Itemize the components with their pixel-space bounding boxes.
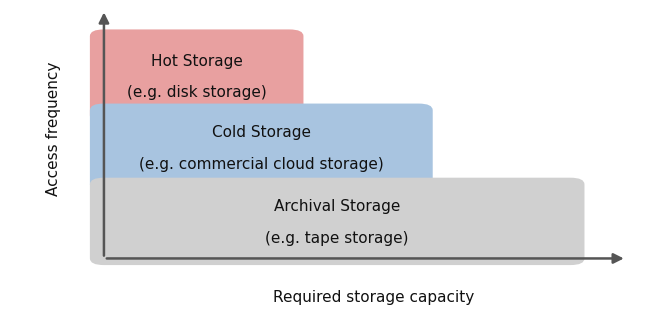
Text: (e.g. disk storage): (e.g. disk storage) [127, 85, 267, 100]
Text: Hot Storage: Hot Storage [151, 54, 243, 69]
Text: (e.g. commercial cloud storage): (e.g. commercial cloud storage) [139, 157, 384, 172]
FancyBboxPatch shape [90, 178, 585, 265]
Text: Access frequency: Access frequency [46, 62, 61, 196]
Text: Required storage capacity: Required storage capacity [273, 290, 474, 305]
FancyBboxPatch shape [90, 29, 304, 122]
Text: Cold Storage: Cold Storage [212, 125, 311, 140]
Text: Archival Storage: Archival Storage [274, 199, 401, 214]
FancyBboxPatch shape [90, 104, 433, 191]
Text: (e.g. tape storage): (e.g. tape storage) [266, 231, 409, 246]
